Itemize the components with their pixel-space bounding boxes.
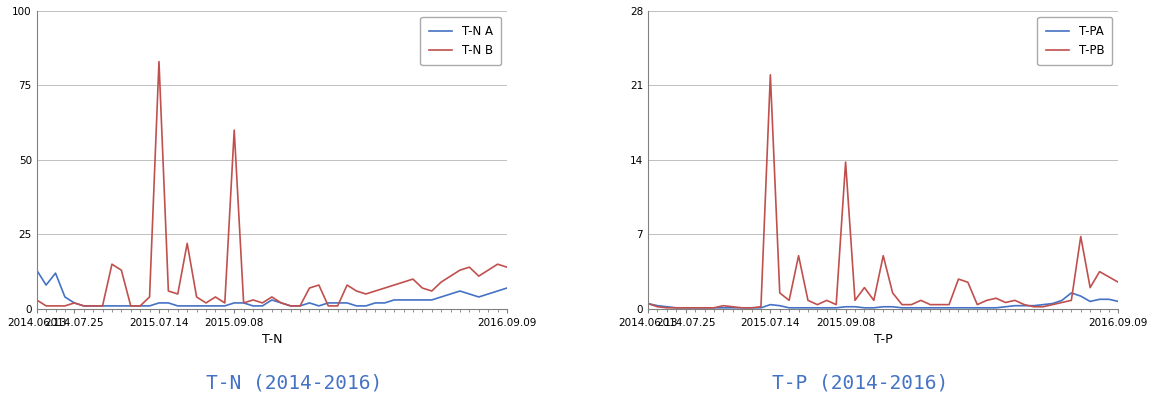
T-PB [811, 302, 825, 307]
T-N A [180, 303, 194, 308]
T-PB [660, 305, 673, 310]
T-N B [491, 262, 505, 267]
T-N B [189, 295, 203, 299]
T-N A [189, 303, 203, 308]
T-PA [1102, 297, 1116, 302]
T-N A [76, 303, 90, 308]
T-N B [152, 59, 166, 64]
T-N B [500, 265, 514, 270]
T-PA [641, 301, 655, 306]
T-PB [970, 302, 984, 307]
T-PB [641, 301, 655, 306]
X-axis label: T-N: T-N [261, 333, 282, 346]
Legend: T-N A, T-N B: T-N A, T-N B [420, 17, 501, 65]
T-PB [802, 298, 815, 303]
Line: T-PA: T-PA [648, 293, 1118, 308]
T-PA [791, 305, 805, 310]
T-N A [142, 303, 156, 308]
T-N B [30, 297, 44, 302]
T-PB [754, 305, 768, 309]
T-PA [989, 305, 1003, 310]
Text: T-P (2014-2016): T-P (2014-2016) [773, 373, 948, 392]
T-N A [378, 301, 392, 305]
T-PA [961, 305, 975, 310]
Line: T-N B: T-N B [37, 62, 507, 306]
T-PA [754, 305, 768, 310]
T-PA [802, 305, 815, 310]
T-N B [199, 301, 213, 305]
T-PA [1111, 299, 1125, 304]
T-N B [359, 291, 373, 296]
T-N A [30, 268, 44, 272]
Legend: T-PA, T-PB: T-PA, T-PB [1037, 17, 1112, 65]
T-PB [1111, 280, 1125, 285]
T-PA [1065, 291, 1079, 295]
Line: T-N A: T-N A [37, 270, 507, 306]
X-axis label: T-P: T-P [874, 333, 893, 346]
T-PB [1102, 274, 1116, 279]
T-N B [142, 295, 156, 299]
Text: T-N (2014-2016): T-N (2014-2016) [207, 373, 382, 392]
T-N A [500, 286, 514, 290]
T-PA [670, 305, 684, 310]
T-N B [387, 283, 401, 287]
T-N B [39, 303, 53, 308]
Line: T-PB: T-PB [648, 75, 1118, 308]
T-PB [999, 300, 1013, 305]
T-PB [763, 72, 777, 77]
T-N A [350, 303, 364, 308]
T-N A [491, 289, 505, 293]
